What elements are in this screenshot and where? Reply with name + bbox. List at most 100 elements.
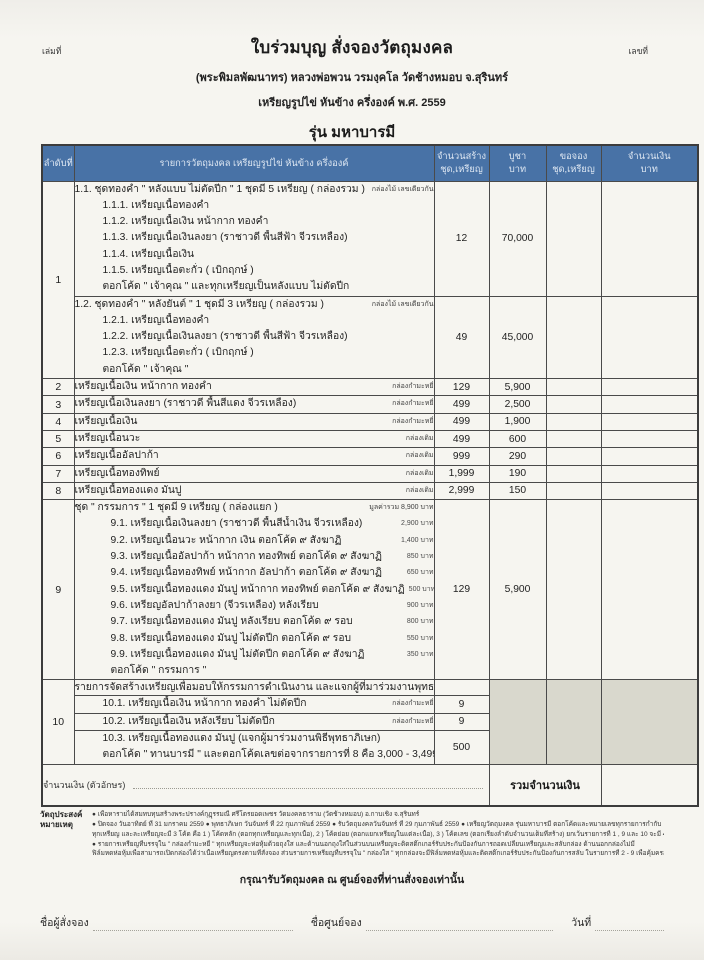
- price-cell: 45,000: [488, 295, 547, 380]
- qty-made-cell: 499: [433, 412, 490, 431]
- set-item: 1.2.3. เหรียญเนื้อตะกั่ว ( เบิกฤกษ์ ): [102, 347, 254, 359]
- qty-made-cell: 49: [433, 295, 490, 380]
- index-cell: 2: [41, 378, 75, 397]
- set-item: 1.2.1. เหรียญเนื้อทองคำ: [102, 314, 210, 326]
- qty-made-cell: 999: [433, 447, 490, 466]
- reserve-qty-cell: [545, 295, 602, 380]
- qty-made-cell: [433, 679, 490, 697]
- qty-made-cell: 499: [433, 429, 490, 449]
- reserve-qty-cell: [545, 447, 602, 466]
- qty-made-cell: 12: [433, 180, 490, 297]
- price-cell: 2,500: [488, 395, 547, 414]
- reserve-qty-cell: [545, 481, 602, 501]
- index-cell: 10: [41, 679, 75, 765]
- item-description-cell: เหรียญเนื้อเงินลงยา (ราชาวดี พื้นสีแดง จ…: [73, 395, 435, 414]
- item-price-note: 500 บาท: [408, 585, 434, 593]
- set-item: 1.1.3. เหรียญเนื้อเงินลงยา (ราชาวดี พื้น…: [102, 232, 348, 244]
- price-cell: 190: [488, 464, 547, 483]
- amount-cell: [600, 447, 699, 466]
- document-number-label: เลขที่: [628, 46, 648, 56]
- item-price-note: 1,400 บาท: [401, 536, 434, 544]
- table-row: 3 เหรียญเนื้อเงินลงยา (ราชาวดี พื้นสีแดง…: [41, 395, 699, 414]
- item-price-note: 800 บาท: [406, 618, 434, 626]
- col-header-qty: จำนวนสร้าง ชุด,เหรียญ: [433, 144, 490, 182]
- reserve-qty-cell: [545, 499, 602, 681]
- center-name-label: ชื่อศูนย์จอง: [310, 917, 362, 930]
- col-header-price: บูชา บาท: [488, 144, 547, 182]
- subtitle-coin: เหรียญรูปไข่ หันข้าง ครึ่งองค์ พ.ศ. 2559: [258, 97, 446, 109]
- table-row-10-3: 10.3. เหรียญเนื้อทองแดง มันปู (แจกผู้มาร…: [42, 730, 698, 765]
- item-description-cell: เหรียญเนื้อเงิน กล่องกำมะหยี่: [73, 412, 435, 431]
- set-code-note: ตอกโค้ด " เจ้าคุณ " และทุกเหรียญเป็นหลัง…: [102, 281, 350, 293]
- index-cell: 8: [41, 481, 75, 501]
- signature-area: ชื่อผู้สั่งจอง ชื่อศูนย์จอง วันที่ เบอร์…: [40, 914, 664, 960]
- item-price-note: 900 บาท: [406, 601, 434, 609]
- box-type-note: กล่องกำมะหยี่: [392, 717, 434, 725]
- table-row-10-intro: 10 รายการจัดสร้างเหรียญเพื่อมอบให้กรรมกา…: [41, 679, 699, 765]
- table-row-10-1: 10.1. เหรียญเนื้อเงิน หน้ากาก ทองคำ ไม่ต…: [42, 695, 698, 714]
- col-header-item: รายการวัตถุมงคล เหรียญรูปไข่ หันข้าง ครึ…: [73, 144, 435, 182]
- remark-label: หมายเหตุ: [40, 820, 73, 830]
- item-price-note: 850 บาท: [406, 553, 434, 561]
- index-cell: 6: [41, 447, 75, 466]
- qty-made-cell: 9: [433, 695, 490, 714]
- item-price-note: 550 บาท: [406, 634, 434, 642]
- set-item: 9.4. เหรียญเนื้อทองทิพย์ หน้ากาก อัลปาก้…: [75, 565, 434, 581]
- set-item: 9.5. เหรียญเนื้อทองแดง มันปู หน้ากาก ทอง…: [75, 582, 434, 598]
- set-value-note: มูลค่ารวม 8,900 บาท: [369, 504, 434, 512]
- set-item: 9.2. เหรียญเนื้อนวะ หน้ากาก เงิน ตอกโค้ด…: [75, 533, 434, 549]
- volume-number-label: เล่มที่: [42, 46, 62, 56]
- table-row: 6 เหรียญเนื้ออัลปาก้า กล่องเดิม 999 290: [41, 447, 699, 466]
- qty-made-cell: 500: [433, 730, 490, 765]
- price-cell: 290: [488, 447, 547, 466]
- item-description-cell: 10.3. เหรียญเนื้อทองแดง มันปู (แจกผู้มาร…: [73, 730, 435, 765]
- item-price-note: 650 บาท: [406, 569, 434, 577]
- purpose-text: ● เพื่อหารายได้สมทบทุนสร้างพระปรางค์กุฏุ…: [92, 811, 420, 819]
- qty-made-cell: 2,999: [433, 481, 490, 501]
- box-type-note: กล่องกำมะหยี่: [392, 400, 434, 408]
- table-row-1-2: 1.2. ชุดทองคำ " หลังยันต์ " 1 ชุดมี 3 เห…: [42, 295, 699, 380]
- amount-cell: [600, 481, 699, 501]
- item-description-cell: 10.2. เหรียญเนื้อเงิน หลังเรียบ ไม่ตัดปี…: [73, 712, 435, 732]
- amount-cell: [600, 464, 699, 483]
- reserve-qty-cell: [545, 180, 602, 297]
- set-item: 1.1.2. เหรียญเนื้อเงิน หน้ากาก ทองคำ: [102, 216, 269, 228]
- amount-cell: [600, 499, 699, 681]
- price-cell: 150: [488, 481, 547, 501]
- qty-made-cell: 129: [433, 378, 490, 397]
- amount-in-words-label: จำนวนเงิน (ตัวอักษร): [43, 779, 126, 790]
- total-row: จำนวนเงิน (ตัวอักษร) รวมจำนวนเงิน: [41, 763, 699, 807]
- item-description-cell: 10.1. เหรียญเนื้อเงิน หน้ากาก ทองคำ ไม่ต…: [73, 695, 435, 714]
- reserve-qty-cell: [545, 464, 602, 483]
- reserve-qty-cell: [545, 429, 602, 449]
- remark-row: หมายเหตุ ● ปิดจอง วันอาทิตย์ ที่ 31 มกรา…: [40, 820, 664, 859]
- qty-made-cell: 1,999: [433, 464, 490, 483]
- qty-made-cell: 129: [433, 499, 490, 681]
- set-item: 9.8. เหรียญเนื้อทองแดง มันปู ไม่ตัดปีก ต…: [75, 631, 434, 647]
- remark-text: ● ปิดจอง วันอาทิตย์ ที่ 31 มกราคม 2559 ●…: [92, 821, 662, 829]
- col-header-reserve: ขอจอง ชุด,เหรียญ: [545, 144, 602, 182]
- shaded-reserve-cell: [545, 679, 602, 765]
- qty-made-cell: 499: [433, 395, 490, 414]
- table-row-9: 9 ชุด " กรรมการ " 1 ชุดมี 9 เหรียญ ( กล่…: [41, 499, 699, 681]
- set-item: 9.9. เหรียญเนื้อทองแดง มันปู ไม่ตัดปีก ต…: [75, 647, 434, 663]
- item-price-note: 350 บาท: [406, 650, 434, 658]
- amount-in-words-cell: จำนวนเงิน (ตัวอักษร): [41, 763, 490, 807]
- set-title-line: ชุด " กรรมการ " 1 ชุดมี 9 เหรียญ ( กล่อง…: [75, 500, 434, 516]
- pickup-notice: กรุณารับวัตถุมงคล ณ ศูนย์จองที่ท่านสั่งจ…: [239, 874, 465, 887]
- item-description-cell: 1.2. ชุดทองคำ " หลังยันต์ " 1 ชุดมี 3 เห…: [73, 295, 435, 380]
- box-type-note: กล่องกำมะหยี่: [392, 700, 434, 708]
- qty-made-cell: 9: [433, 712, 490, 732]
- reserve-qty-cell: [545, 378, 602, 397]
- orderer-name-write-line: [92, 918, 293, 932]
- item-description-cell: เหรียญเนื้อเงิน หน้ากาก ทองคำ กล่องกำมะหย…: [73, 378, 435, 397]
- table-row-1-1: 1 1.1. ชุดทองคำ " หลังแบบ ไม่ตัดปีก " 1 …: [41, 180, 699, 380]
- box-type-note: กล่องเดิม: [405, 434, 434, 442]
- set-title: 1.2. ชุดทองคำ " หลังยันต์ " 1 ชุดมี 3 เห…: [74, 298, 324, 310]
- remark-text: ทุกเหรียญ และละเหรียญจะมี 3 โค้ด คือ 1 )…: [92, 830, 664, 838]
- edition-title: รุ่น มหาบารมี: [308, 124, 396, 141]
- set-item: 9.6. เหรียญอัลปาก้าลงยา (จีวรเหลือง) หลั…: [75, 598, 434, 614]
- order-table: ลำดับที่ รายการวัตถุมงคล เหรียญรูปไข่ หั…: [41, 144, 699, 808]
- set-item: 9.7. เหรียญเนื้อทองแดง มันปู หลังเรียบ ต…: [75, 614, 434, 630]
